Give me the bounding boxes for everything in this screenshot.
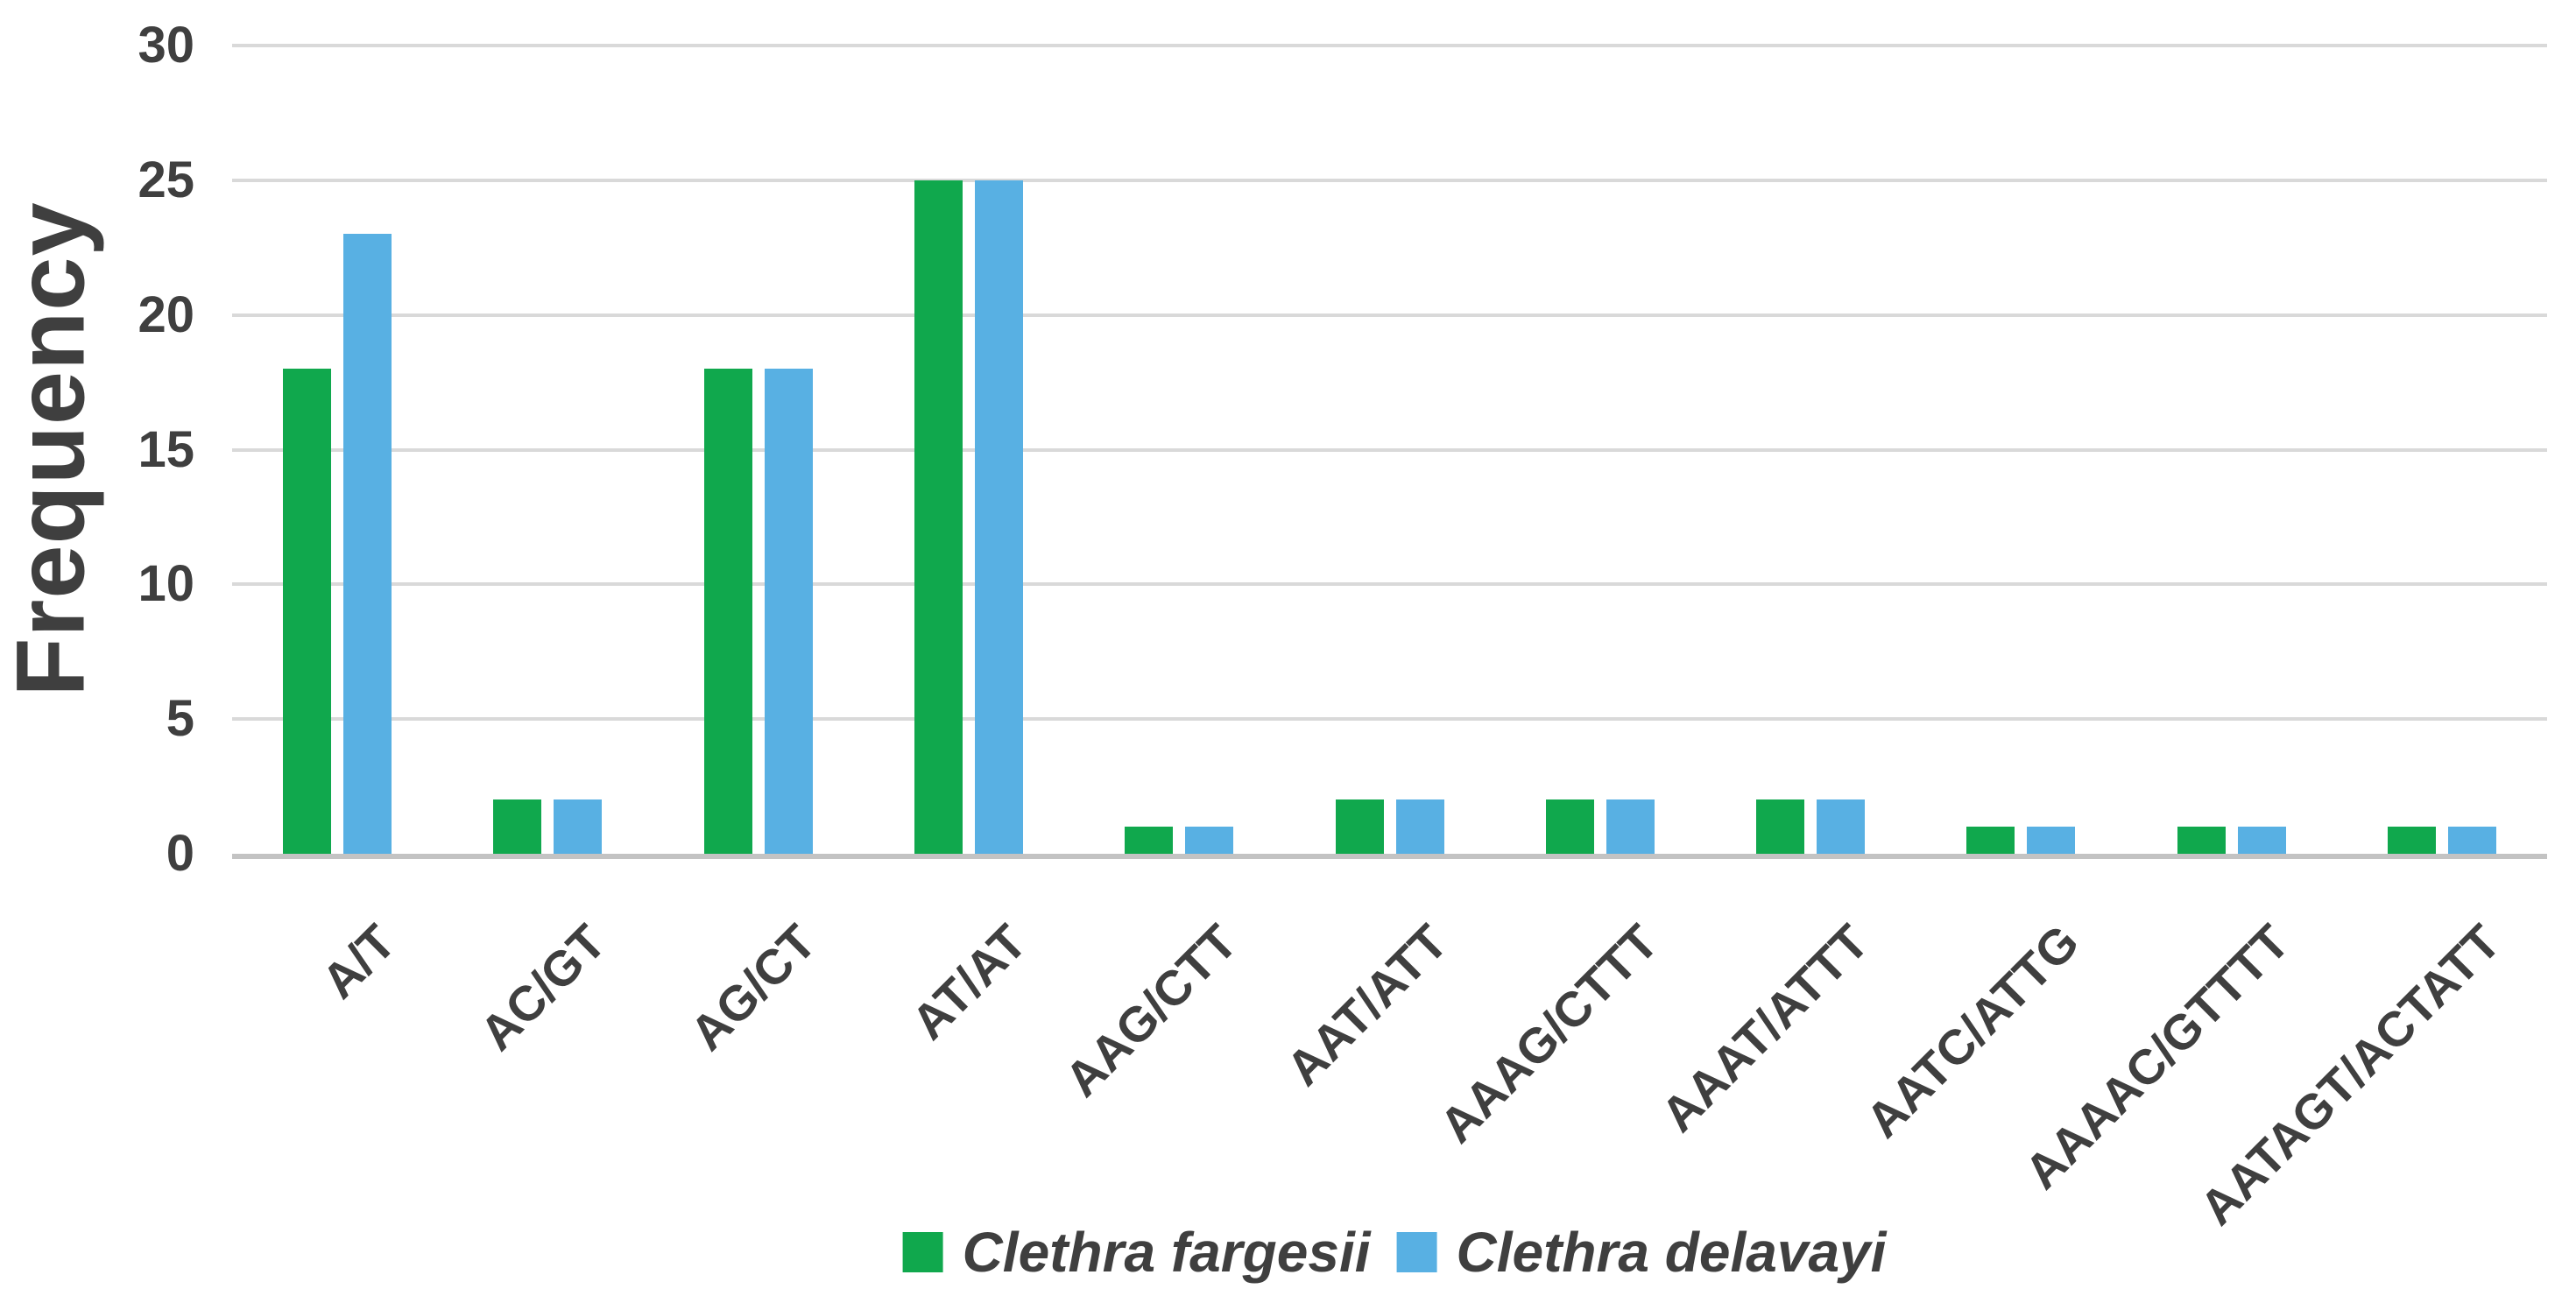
x-tick-label-aaag-cttt: AAAG/CTTT: [1429, 913, 1669, 1153]
bar-clethra-fargesii-ag-ct: [703, 369, 752, 854]
gridline-5: [232, 717, 2547, 722]
y-tick-label-20: 20: [138, 285, 194, 343]
bar-clethra-fargesii-aatagt-actatt: [2387, 827, 2436, 854]
bar-clethra-delavayi-aatagt-actatt: [2447, 827, 2496, 854]
gridline-30: [232, 44, 2547, 47]
x-tick-label-a-t: A/T: [310, 913, 406, 1009]
bar-clethra-fargesii-aaat-attt: [1756, 799, 1805, 854]
x-tick-label-at-at: AT/AT: [900, 913, 1038, 1050]
gridline-25: [232, 178, 2547, 182]
legend-entry-clethra-delavayi: Clethra delavayi: [1396, 1221, 1887, 1284]
gridline-0: [232, 854, 2547, 859]
x-tick-label-aaat-attt: AAAT/ATTT: [1650, 913, 1880, 1143]
bar-clethra-delavayi-a-t: [343, 234, 392, 854]
bar-clethra-delavayi-aat-att: [1395, 799, 1444, 854]
bar-clethra-delavayi-aatc-attg: [2027, 827, 2076, 854]
bar-clethra-delavayi-ag-ct: [764, 369, 813, 854]
bar-clethra-delavayi-aaag-cttt: [1606, 799, 1655, 854]
y-tick-label-5: 5: [166, 690, 194, 748]
x-tick-label-ac-gt: AC/GT: [469, 913, 617, 1061]
bar-clethra-fargesii-aatc-attg: [1966, 827, 2015, 854]
bar-clethra-delavayi-aaaac-gtttt: [2237, 827, 2286, 854]
bar-clethra-delavayi-ac-gt: [554, 799, 603, 854]
bar-clethra-fargesii-at-at: [914, 180, 963, 854]
x-tick-label-aag-ctt: AAG/CTT: [1054, 913, 1248, 1108]
x-tick-label-ag-ct: AG/CT: [680, 913, 827, 1061]
bar-clethra-fargesii-aat-att: [1335, 799, 1384, 854]
y-tick-label-10: 10: [138, 555, 194, 613]
x-tick-label-aatc-attg: AATC/ATTG: [1855, 913, 2090, 1149]
legend-swatch-clethra-fargesii: [902, 1232, 943, 1272]
bar-clethra-delavayi-aaat-attt: [1817, 799, 1866, 854]
gridline-10: [232, 582, 2547, 587]
bar-clethra-fargesii-aaag-cttt: [1545, 799, 1594, 854]
bar-clethra-fargesii-ac-gt: [493, 799, 542, 854]
legend: Clethra fargesii Clethra delavayi: [902, 1221, 1887, 1284]
y-tick-label-25: 25: [138, 151, 194, 208]
gridline-15: [232, 447, 2547, 452]
y-tick-label-15: 15: [138, 420, 194, 478]
bar-clethra-fargesii-aag-ctt: [1125, 827, 1174, 854]
y-tick-label-30: 30: [138, 17, 194, 74]
legend-swatch-clethra-delavayi: [1396, 1232, 1437, 1272]
bar-clethra-delavayi-at-at: [974, 180, 1023, 854]
bar-clethra-fargesii-aaaac-gtttt: [2177, 827, 2226, 854]
bar-clethra-fargesii-a-t: [283, 369, 332, 854]
gridline-20: [232, 313, 2547, 317]
x-tick-label-aat-att: AAT/ATT: [1275, 913, 1458, 1096]
legend-label-clethra-fargesii: Clethra fargesii: [962, 1221, 1371, 1284]
legend-label-clethra-delavayi: Clethra delavayi: [1456, 1221, 1887, 1284]
y-tick-label-0: 0: [166, 825, 194, 882]
bar-clethra-delavayi-aag-ctt: [1185, 827, 1234, 854]
legend-entry-clethra-fargesii: Clethra fargesii: [902, 1221, 1371, 1284]
